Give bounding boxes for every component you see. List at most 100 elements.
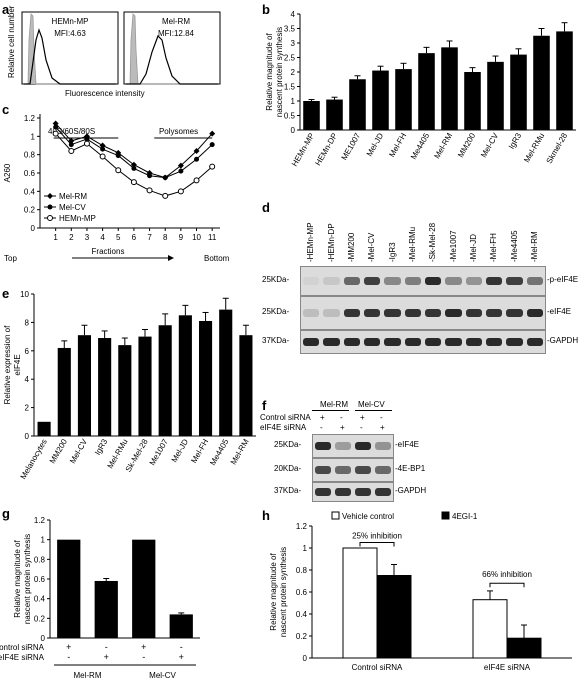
panel-label-c: c [2, 102, 10, 117]
y-tick-label: 1 [31, 132, 36, 141]
y-axis-label-1: eIF4E [13, 354, 22, 375]
band-1-7 [445, 309, 462, 317]
melrm-control-filled-curve [126, 13, 218, 85]
point-HEMn-MP-9 [193, 177, 200, 184]
category-label-8: Mel-CV [479, 131, 500, 159]
band-2-1 [323, 338, 340, 346]
x-tick-label: 3 [85, 233, 90, 242]
kda-label-1: 20KDa- [274, 464, 302, 473]
y-tick-label: 0.6 [24, 169, 36, 178]
bar-4EGI-1-1 [506, 637, 542, 659]
y-tick-label: 0 [291, 126, 296, 135]
bar-6 [158, 325, 172, 436]
point-HEMn-MP-5 [130, 179, 137, 186]
y-tick-label: 1.2 [24, 114, 36, 123]
sign-eif4e-1: + [104, 652, 109, 662]
band-1-6 [425, 309, 442, 317]
kda-label-1: 25KDa- [262, 307, 290, 316]
band-1-0 [315, 466, 331, 474]
legend-marker-HEMn-MP [47, 215, 53, 221]
bar-0 [37, 421, 51, 436]
point-Mel-CV-6 [147, 173, 153, 179]
top-label: Top [4, 254, 17, 263]
y-tick-label: 0.5 [284, 112, 296, 121]
legend-marker-Mel-CV [47, 204, 53, 210]
bar-2 [132, 539, 156, 638]
y-tick-label: 0 [31, 224, 36, 233]
bar-Vehicle control-0 [342, 547, 378, 659]
legend-label-4EGI-1: 4EGI-1 [452, 512, 478, 521]
panel-c-line-chart: 0 0.2 0.4 0.6 0.8 1 1.2 1 2 3 4 5 6 7 8 9 10 11 A260 40S/60… [3, 114, 230, 263]
y-tick-label: 10 [20, 290, 29, 299]
panel-f-western-blot: Mel-RM Mel-CV Control siRNA eIF4E siRNA + - - +… [260, 398, 585, 508]
bar-4 [395, 69, 412, 130]
category-label-9: Me4405 [208, 437, 231, 467]
category-label-9: IgR3 [507, 131, 524, 151]
sign-eif4e-0: - [320, 423, 323, 432]
lane-label-9: -Mel-FH [489, 233, 499, 262]
point-Mel-RM-1 [68, 137, 75, 144]
x-tick-label: 4 [100, 233, 105, 242]
x-tick-label: 5 [116, 233, 121, 242]
bar-Vehicle control-1 [472, 599, 508, 659]
band-1-4 [384, 309, 401, 317]
y-axis-label-1: nascent protein synthesis [279, 547, 288, 637]
bar-1 [57, 347, 71, 436]
protein-label-0: -p-eIF4E [547, 275, 579, 284]
blot-strip-GAPDH [300, 330, 546, 354]
band-0-3 [375, 442, 391, 450]
y-tick-label: 0.2 [296, 632, 308, 641]
lane-label-7: -Me1007 [448, 230, 458, 262]
x-tick-label: 10 [192, 233, 201, 242]
bracket-1 [359, 542, 395, 547]
band-2-2 [343, 338, 360, 346]
sign-control-0: + [66, 642, 71, 652]
panel-label-h: h [262, 508, 270, 523]
hemn-control-filled-curve [24, 13, 116, 85]
panel-label-b: b [262, 2, 270, 17]
group-label-1: Mel-CV [149, 671, 176, 680]
point-Mel-RM-5 [130, 161, 137, 168]
band-1-1 [335, 466, 351, 474]
protein-label-0: -eIF4E [395, 440, 420, 449]
bar-2 [77, 335, 92, 436]
x-tick-label: 9 [179, 233, 184, 242]
y-axis-label: A260 [3, 163, 12, 182]
band-0-0 [315, 442, 331, 450]
row-label-control: Control siRNA [260, 413, 311, 422]
point-Mel-CV-1 [68, 142, 74, 148]
band-0-2 [343, 277, 360, 285]
annotation-ribosome: 40S/60S/80S [48, 127, 95, 136]
legend-label-HEMn-MP: HEMn-MP [59, 214, 96, 223]
y-tick-label: 4 [291, 10, 296, 19]
bar-2 [349, 79, 366, 130]
y-tick-label: 0 [303, 654, 308, 663]
row-label-eif4e: eIF4E siRNA [0, 653, 45, 662]
annotation-polysomes: Polysomes [159, 127, 198, 136]
band-1-2 [355, 466, 371, 474]
category-label-4: Mel-FH [387, 131, 408, 158]
point-Mel-CV-0 [53, 124, 59, 130]
panel-label-a: a [2, 2, 10, 17]
band-2-8 [465, 338, 482, 346]
group-label-0: Mel-RM [320, 400, 348, 409]
y-tick-label: 0.4 [296, 610, 308, 619]
band-0-3 [364, 277, 381, 285]
x-tick-label: 2 [69, 233, 74, 242]
point-Mel-RM-0 [52, 120, 59, 127]
bar-5 [138, 336, 152, 436]
bar-10 [533, 35, 550, 130]
band-2-4 [384, 338, 401, 346]
point-Mel-CV-8 [178, 168, 184, 174]
band-2-11 [526, 338, 543, 346]
panel-label-f: f [262, 398, 267, 413]
band-2-7 [445, 338, 462, 346]
sign-control-2: + [141, 642, 146, 652]
y-tick-label: 0.8 [296, 566, 308, 575]
panel-a-ylabel: Relative cell number [7, 5, 16, 78]
x-tick-label: 1 [53, 233, 58, 242]
bar-10 [239, 335, 253, 436]
legend-label-Mel-RM: Mel-RM [59, 192, 87, 201]
category-label-11: Skmel-28 [545, 131, 570, 165]
